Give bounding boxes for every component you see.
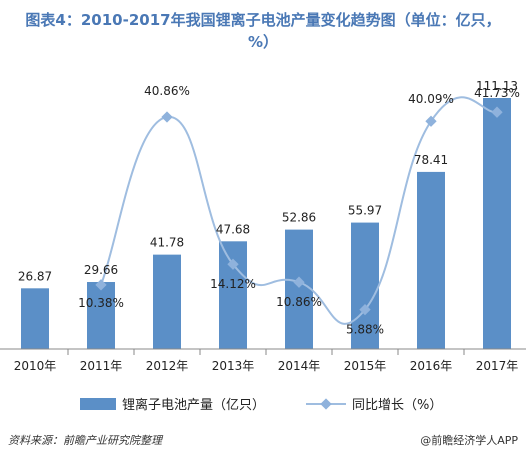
- footer: 资料来源：前瞻产业研究院整理 @前瞻经济学人APP: [0, 432, 526, 452]
- legend-line-label: 同比增长（%）: [352, 398, 442, 413]
- growth-label-8: 41.73%: [474, 86, 520, 100]
- bar-7: [417, 171, 445, 349]
- growth-label-6: 5.88%: [346, 323, 384, 337]
- bar-series: [21, 98, 511, 349]
- x-tick-label-5: 2014年: [278, 359, 321, 373]
- legend: 锂离子电池产量（亿只） 同比增长（%）: [80, 397, 442, 413]
- bar-label-1: 26.87: [18, 269, 52, 283]
- growth-marker-3: [161, 111, 173, 123]
- bar-6: [351, 222, 379, 349]
- x-tick-label-8: 2017年: [476, 359, 519, 373]
- x-tick-labels: 2010年 2011年 2012年 2013年 2014年 2015年 2016年 2017年: [14, 359, 519, 373]
- x-tick-label-3: 2012年: [146, 359, 189, 373]
- legend-line-marker: [320, 398, 332, 410]
- bar-1: [21, 288, 49, 349]
- bar-label-5: 52.86: [282, 211, 316, 225]
- growth-label-2: 10.38%: [78, 296, 124, 310]
- growth-value-labels: 10.38% 40.86% 14.12% 10.86% 5.88% 40.09% 41.73…: [78, 84, 520, 337]
- growth-marker-5: [293, 276, 305, 288]
- x-tick-label-7: 2016年: [410, 359, 453, 373]
- x-tick-label-6: 2015年: [344, 359, 387, 373]
- bar-4: [219, 241, 247, 349]
- bar-label-2: 29.66: [84, 263, 118, 277]
- x-tick-label-1: 2010年: [14, 359, 57, 373]
- source-note: 资料来源：前瞻产业研究院整理: [8, 434, 162, 447]
- brand-mark: @前瞻经济学人APP: [420, 434, 518, 447]
- bar-label-8: 111.13: [476, 79, 518, 93]
- x-tick-label-2: 2011年: [80, 359, 123, 373]
- growth-label-3: 40.86%: [144, 84, 190, 98]
- legend-bar-swatch: [80, 398, 116, 410]
- bar-3: [153, 254, 181, 349]
- growth-label-5: 10.86%: [276, 295, 322, 309]
- bar-value-labels: 26.87 29.66 41.78 47.68 52.86 55.97 78.41 111.1…: [18, 79, 518, 283]
- x-tick-label-4: 2013年: [212, 359, 255, 373]
- bar-label-4: 47.68: [216, 222, 250, 236]
- legend-bar-label: 锂离子电池产量（亿只）: [122, 397, 265, 413]
- bar-label-3: 41.78: [150, 236, 184, 250]
- bar-2: [87, 282, 115, 349]
- growth-marker-6: [359, 303, 371, 316]
- bar-8: [483, 98, 511, 349]
- x-ticks: [67, 349, 465, 355]
- bar-label-6: 55.97: [348, 204, 382, 218]
- growth-label-7: 40.09%: [408, 92, 454, 106]
- bar-label-7: 78.41: [414, 153, 448, 167]
- chart-title: 图表4：2010-2017年我国锂离子电池产量变化趋势图（单位：亿只，%）: [25, 11, 501, 51]
- growth-marker-4: [227, 258, 239, 270]
- growth-label-4: 14.12%: [210, 277, 256, 291]
- bar-5: [285, 229, 313, 349]
